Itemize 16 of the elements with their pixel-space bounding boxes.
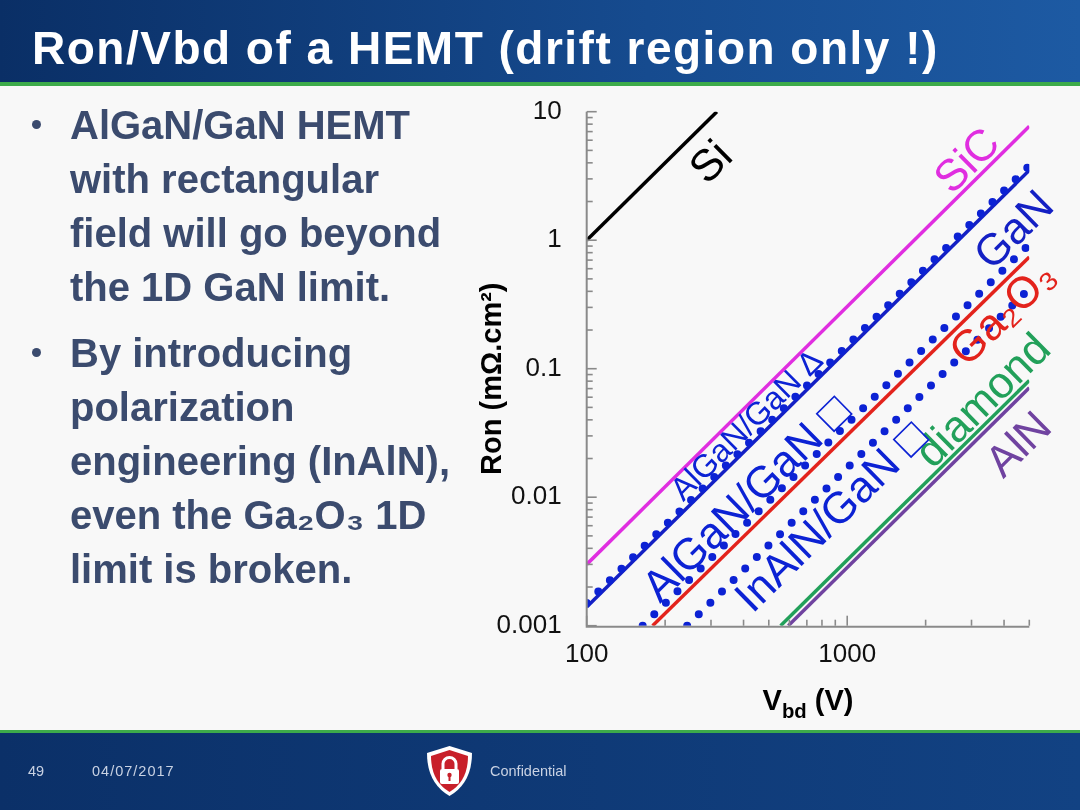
text: By introducing polarization engineering (InAlN), even the Ga₂O₃ 1D limit is broken. bbox=[70, 331, 450, 591]
text: Confidential bbox=[490, 762, 567, 780]
chart-title: Ron/Vbd of a HEMT (drift region only !) bbox=[32, 21, 939, 76]
text: 49 bbox=[28, 762, 45, 780]
y-tick-label: 0.001 bbox=[496, 608, 562, 639]
text: 04/07/2017 bbox=[92, 762, 175, 780]
y-tick-label: 0.01 bbox=[511, 480, 562, 511]
y-axis-title: Ron (mΩ.cm²) bbox=[475, 282, 507, 475]
y-tick-label: 10 bbox=[532, 94, 562, 125]
text: SiC bbox=[923, 117, 1009, 202]
x-tick-label: 100 bbox=[565, 638, 609, 669]
y-tick-label: 1 bbox=[547, 223, 562, 254]
x-tick-label: 1000 bbox=[818, 638, 877, 669]
text: AlGaN/GaN HEMT with rectangular field will go beyond the 1D GaN limit. bbox=[70, 103, 442, 309]
text: Si bbox=[678, 129, 742, 193]
y-tick-label: 0.1 bbox=[525, 351, 562, 382]
